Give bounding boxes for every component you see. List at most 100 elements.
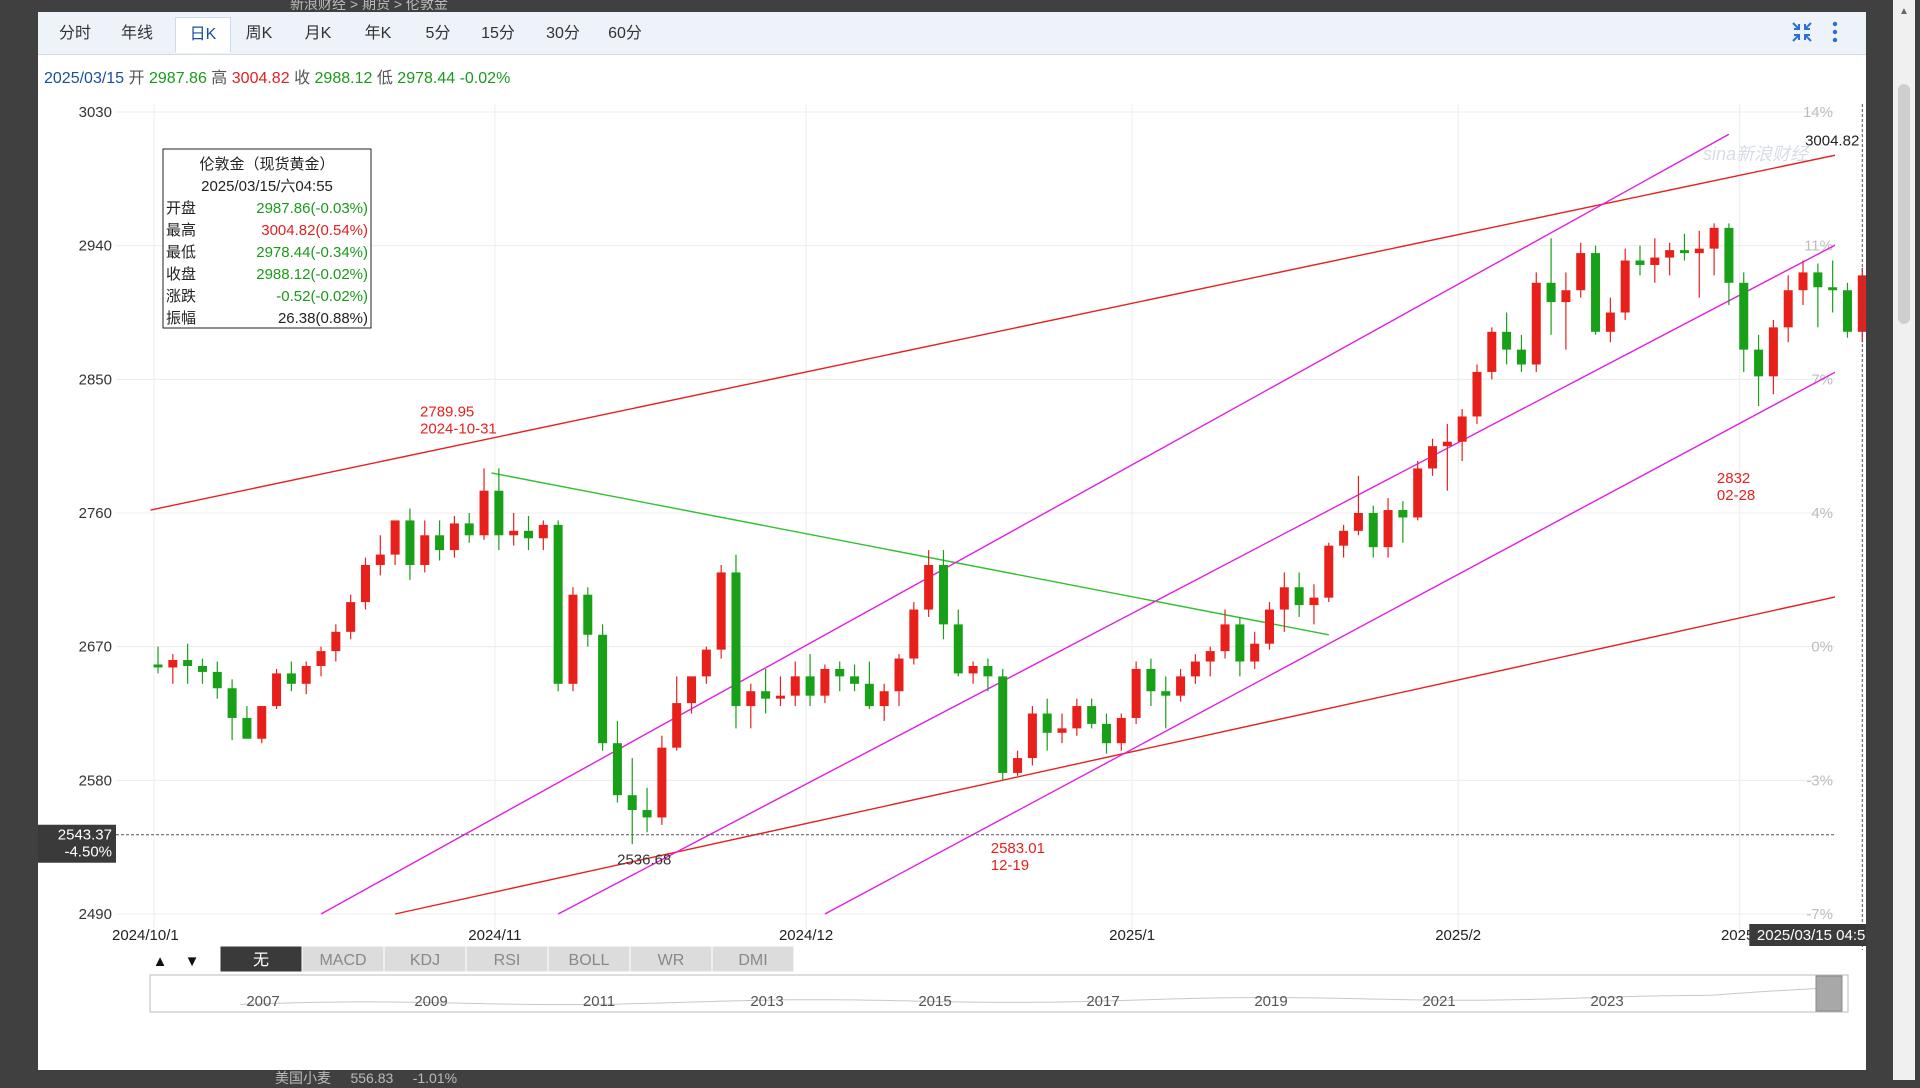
more-vertical-icon[interactable] xyxy=(1830,20,1840,50)
indicator-tab-3[interactable] xyxy=(465,945,549,973)
candle-body[interactable] xyxy=(1665,250,1675,258)
candle-body[interactable] xyxy=(301,665,311,684)
candle-body[interactable] xyxy=(1679,250,1689,254)
candle-body[interactable] xyxy=(775,695,785,699)
scroll-left-arrow[interactable]: ▲ xyxy=(153,953,168,970)
candle-body[interactable] xyxy=(1635,260,1645,265)
candle-body[interactable] xyxy=(642,810,652,818)
candle-body[interactable] xyxy=(687,676,697,704)
candle-body[interactable] xyxy=(1591,253,1601,332)
candle-body[interactable] xyxy=(1220,624,1230,652)
candle-body[interactable] xyxy=(168,660,178,668)
indicator-tab-label[interactable]: KDJ xyxy=(410,952,440,969)
candle-body[interactable] xyxy=(1190,661,1200,677)
candle-body[interactable] xyxy=(746,691,756,707)
candle-body[interactable] xyxy=(390,520,400,555)
page-scrollbar-thumb[interactable] xyxy=(1898,84,1910,324)
candle-body[interactable] xyxy=(1131,668,1141,718)
candle-body[interactable] xyxy=(1724,227,1734,283)
candle-body[interactable] xyxy=(701,649,711,677)
candle-body[interactable] xyxy=(1487,331,1497,372)
candle-body[interactable] xyxy=(1442,441,1452,447)
tab-6[interactable]: 5分 xyxy=(425,25,451,42)
scroll-up-icon[interactable]: ▲ xyxy=(1899,6,1909,17)
candle-body[interactable] xyxy=(627,795,637,811)
candle-body[interactable] xyxy=(1072,706,1082,729)
candle-body[interactable] xyxy=(1057,728,1067,733)
candle-body[interactable] xyxy=(1650,257,1660,265)
overview-navigator[interactable] xyxy=(149,974,1849,1013)
indicator-tab-6[interactable] xyxy=(711,945,795,973)
candle-body[interactable] xyxy=(464,523,474,536)
candle-body[interactable] xyxy=(850,676,860,684)
candle-body[interactable] xyxy=(197,665,207,672)
candle-body[interactable] xyxy=(1279,587,1289,610)
tab-2[interactable]: 日K xyxy=(175,17,231,53)
candle-body[interactable] xyxy=(1161,691,1171,696)
candle-body[interactable] xyxy=(1250,643,1260,662)
candle-body[interactable] xyxy=(894,658,904,692)
indicator-tab-1[interactable] xyxy=(301,945,385,973)
indicator-tab-2[interactable] xyxy=(383,945,467,973)
indicator-tab-label[interactable]: DMI xyxy=(738,952,767,969)
candle-body[interactable] xyxy=(242,717,252,739)
candle-body[interactable] xyxy=(716,572,726,650)
candle-body[interactable] xyxy=(909,609,919,659)
indicator-tab-label[interactable]: RSI xyxy=(494,952,521,969)
candle-body[interactable] xyxy=(983,665,993,677)
candle-body[interactable] xyxy=(1339,530,1349,546)
candle-body[interactable] xyxy=(1754,349,1764,377)
candle-body[interactable] xyxy=(1516,349,1526,365)
tab-5[interactable]: 年K xyxy=(364,25,392,42)
candle-body[interactable] xyxy=(1398,510,1408,518)
candle-body[interactable] xyxy=(435,535,445,551)
candle-body[interactable] xyxy=(820,668,830,696)
candle-body[interactable] xyxy=(1368,513,1378,548)
candle-body[interactable] xyxy=(212,671,222,689)
candle-body[interactable] xyxy=(612,743,622,796)
candle-body[interactable] xyxy=(1798,272,1808,291)
candle-body[interactable] xyxy=(938,564,948,625)
candle-body[interactable] xyxy=(1205,651,1215,662)
candle-body[interactable] xyxy=(790,676,800,696)
candle-body[interactable] xyxy=(331,631,341,652)
candle-body[interactable] xyxy=(672,703,682,748)
candle-body[interactable] xyxy=(805,676,815,696)
tab-4[interactable]: 月K xyxy=(304,25,332,42)
candle-body[interactable] xyxy=(1739,282,1749,350)
candle-body[interactable] xyxy=(568,594,578,684)
candle-body[interactable] xyxy=(1768,327,1778,377)
tab-1[interactable]: 年线 xyxy=(120,25,153,42)
candle-body[interactable] xyxy=(1620,260,1630,313)
candle-body[interactable] xyxy=(1353,513,1363,531)
candle-body[interactable] xyxy=(227,688,237,718)
candle-body[interactable] xyxy=(1813,272,1823,288)
tab-3[interactable]: 周K xyxy=(245,25,273,42)
candle-body[interactable] xyxy=(346,602,356,632)
candle-body[interactable] xyxy=(1472,371,1482,417)
candle-body[interactable] xyxy=(1561,290,1571,303)
candle-body[interactable] xyxy=(1457,416,1467,442)
candle-body[interactable] xyxy=(1087,706,1097,724)
candle-body[interactable] xyxy=(553,524,563,684)
indicator-tab-5[interactable] xyxy=(629,945,713,973)
candle-body[interactable] xyxy=(1783,290,1793,328)
candle-body[interactable] xyxy=(153,664,163,668)
candle-body[interactable] xyxy=(375,554,385,565)
candle-body[interactable] xyxy=(1027,713,1037,759)
indicator-tab-label[interactable]: BOLL xyxy=(569,952,610,969)
candle-body[interactable] xyxy=(1857,275,1866,332)
indicator-tab-label[interactable]: MACD xyxy=(319,952,366,969)
candle-body[interactable] xyxy=(509,530,519,536)
indicator-tab-4[interactable] xyxy=(547,945,631,973)
candle-body[interactable] xyxy=(538,524,548,539)
candle-body[interactable] xyxy=(924,564,934,610)
candle-body[interactable] xyxy=(835,668,845,677)
candle-body[interactable] xyxy=(449,523,459,551)
candle-body[interactable] xyxy=(494,490,504,536)
candle-body[interactable] xyxy=(1842,290,1852,332)
candle-body[interactable] xyxy=(1146,668,1156,692)
candle-body[interactable] xyxy=(864,683,874,707)
candle-body[interactable] xyxy=(657,747,667,818)
candle-body[interactable] xyxy=(1502,331,1512,350)
